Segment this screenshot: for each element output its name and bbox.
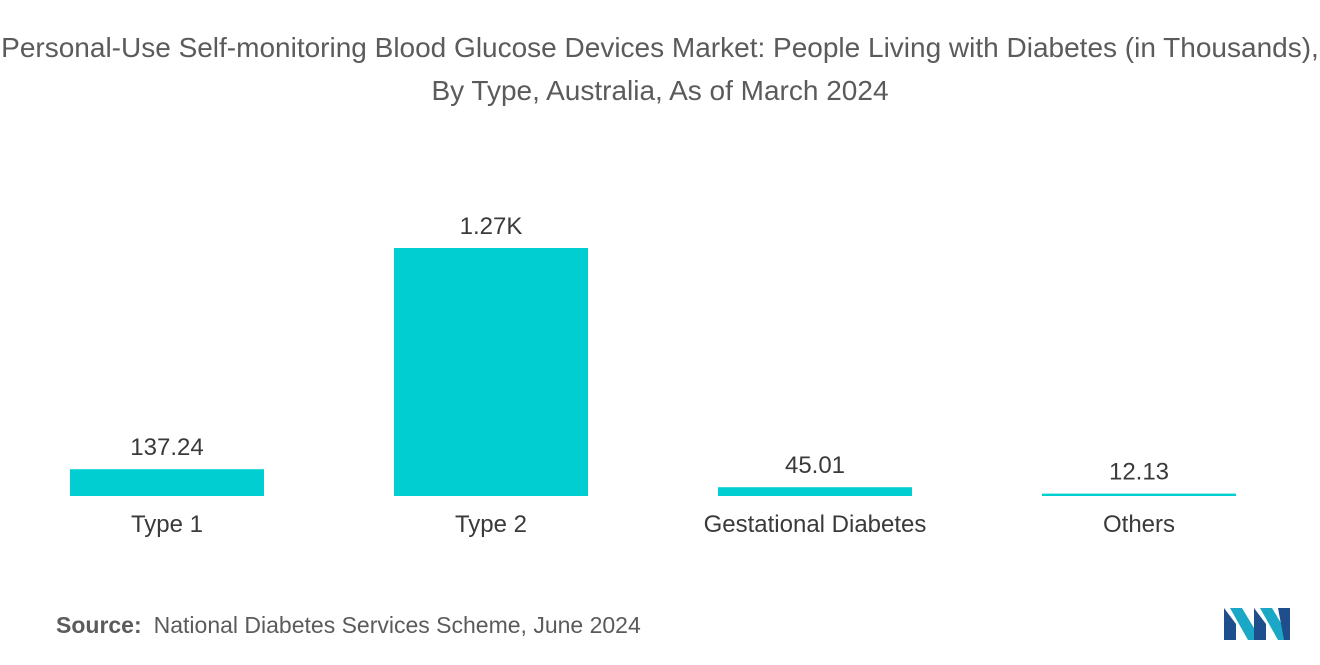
source-key: Source: [56, 612, 142, 638]
value-label: 137.24 [130, 434, 203, 461]
bar-chart: 137.24 Type 1 1.27K Type 2 45.01 Gestational … [70, 213, 1236, 538]
value-label: 1.27K [460, 213, 523, 240]
category-label: Type 2 [455, 511, 527, 538]
chart-title: Personal-Use Self-monitoring Blood Gluco… [1, 32, 1319, 106]
value-label: 45.01 [785, 452, 845, 479]
category-label: Type 1 [131, 511, 203, 538]
source-text: National Diabetes Services Scheme, June … [153, 612, 641, 638]
source-note: Source: National Diabetes Services Scheme… [56, 612, 641, 639]
value-label: 12.13 [1109, 459, 1169, 486]
bar-type-1 [70, 469, 264, 496]
bar-others [1042, 493, 1236, 496]
category-label: Gestational Diabetes [704, 511, 927, 538]
bar-gestational-diabetes [718, 487, 912, 496]
bar-type-2 [394, 248, 588, 496]
mordor-intelligence-logo-icon [1224, 608, 1290, 640]
category-label: Others [1103, 511, 1175, 538]
